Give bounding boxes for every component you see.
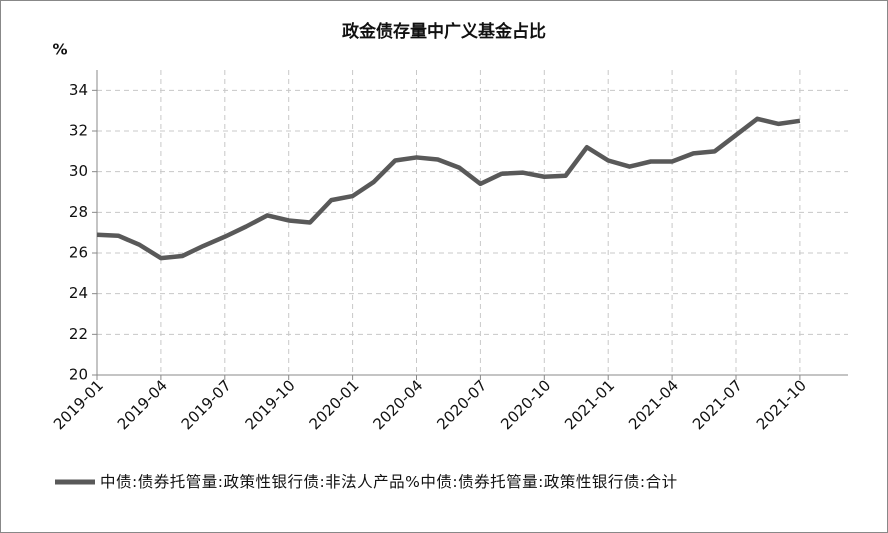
y-tick-label: 22 xyxy=(69,325,88,343)
x-tick-label: 2019-01 xyxy=(50,376,107,433)
x-tick-label: 2020-01 xyxy=(306,376,363,433)
y-tick-label: 30 xyxy=(69,162,88,180)
y-tick-label: 28 xyxy=(69,203,88,221)
x-tick-label: 2019-04 xyxy=(114,376,171,433)
legend-label: 中债:债券托管量:政策性银行债:非法人产品%中债:债券托管量:政策性银行债:合计 xyxy=(100,473,678,491)
x-tick-label: 2021-07 xyxy=(689,376,746,433)
x-tick-label: 2021-01 xyxy=(561,376,618,433)
y-tick-label: 20 xyxy=(69,366,88,384)
y-tick-label: 34 xyxy=(69,81,88,99)
y-axis-label: % xyxy=(52,41,67,59)
x-tick-label: 2019-10 xyxy=(242,376,299,433)
x-tick-label: 2020-10 xyxy=(497,376,554,433)
line-series xyxy=(96,116,801,261)
x-tick-label: 2019-07 xyxy=(178,376,235,433)
y-tick-label: 24 xyxy=(69,284,88,302)
x-tick-label: 2020-04 xyxy=(369,376,426,433)
x-tick-label: 2021-10 xyxy=(753,376,810,433)
y-tick-label: 26 xyxy=(69,244,88,262)
x-tick-label: 2020-07 xyxy=(433,376,490,433)
y-tick-label: 32 xyxy=(69,122,88,140)
x-tick-label: 2021-04 xyxy=(625,376,682,433)
chart-title: 政金债存量中广义基金占比 xyxy=(342,21,546,42)
